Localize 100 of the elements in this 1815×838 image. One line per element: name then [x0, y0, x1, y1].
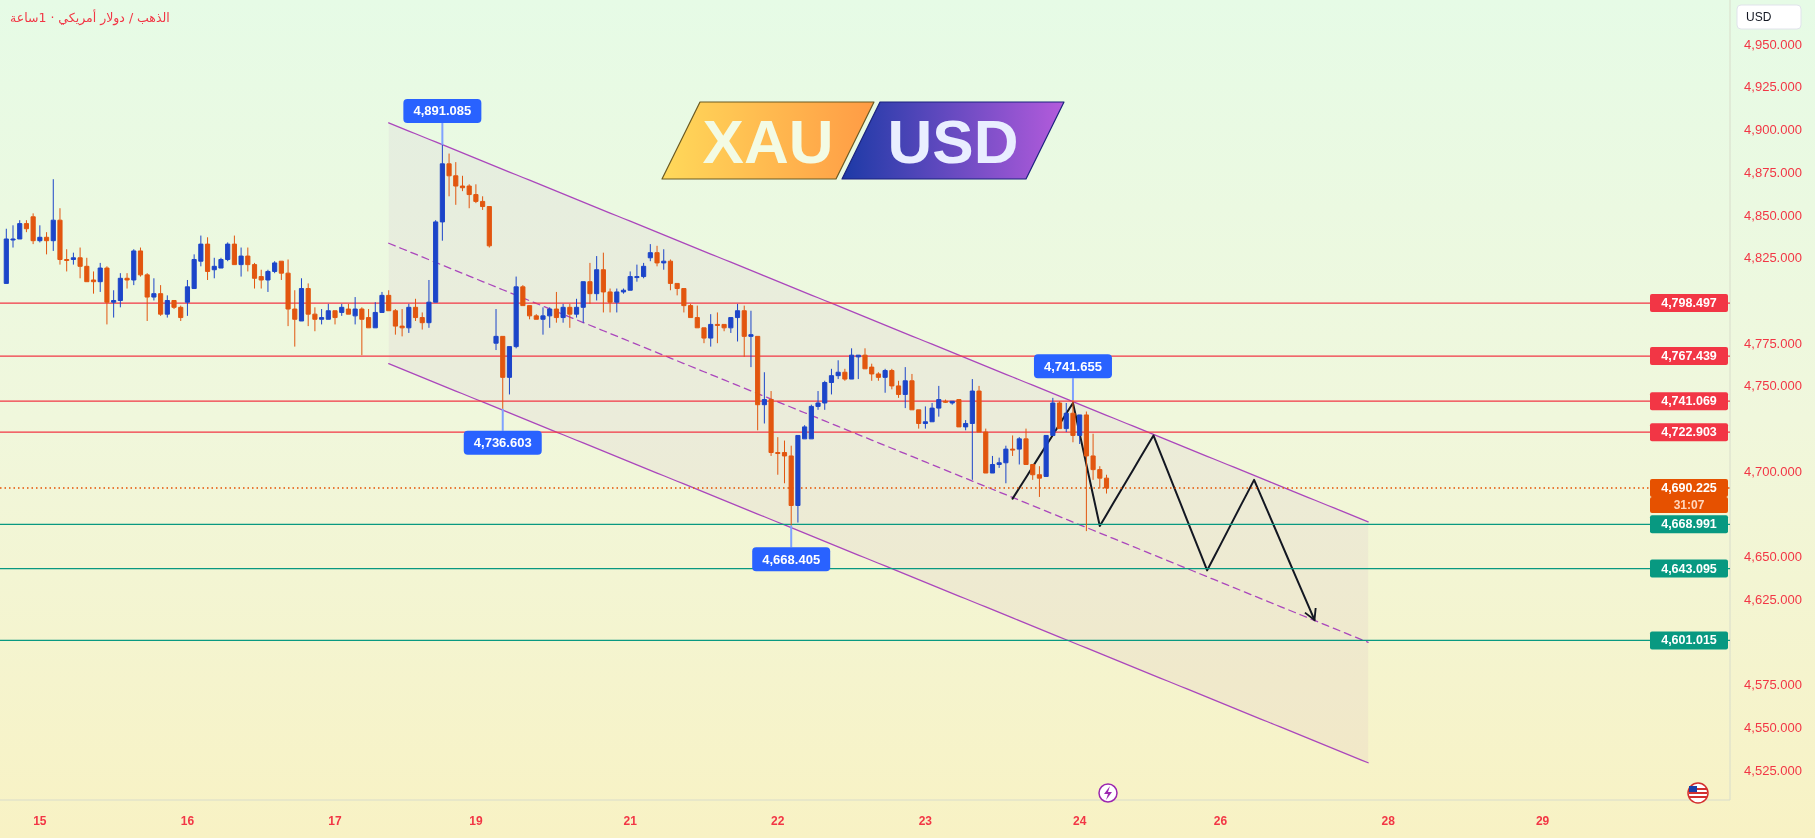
annotation: 4,736.603 — [473, 435, 532, 451]
candlestick — [298, 277, 305, 322]
candlestick — [345, 303, 352, 315]
candlestick — [339, 303, 345, 317]
ref-line-label: 4,798.497 — [1661, 296, 1717, 311]
candlestick — [325, 303, 331, 320]
candlestick — [238, 247, 244, 278]
ref-line-label: 4,741.069 — [1661, 394, 1717, 409]
annotation: 31:07 — [1673, 498, 1705, 513]
x-tick-label: 29 — [1535, 814, 1550, 828]
annotation: USD — [887, 106, 1019, 176]
x-tick-label: 23 — [918, 814, 933, 828]
candlestick — [319, 308, 325, 325]
y-tick-label: 4,900.000 — [1744, 122, 1802, 138]
ref-line-label: 4,668.991 — [1661, 517, 1717, 532]
candlestick — [755, 335, 761, 431]
candlestick — [111, 289, 117, 319]
candlestick — [419, 311, 425, 331]
candlestick — [164, 294, 170, 319]
candlestick — [661, 248, 667, 271]
y-tick-label: 4,925.000 — [1744, 79, 1802, 95]
y-tick-label: 4,650.000 — [1744, 549, 1802, 565]
candlestick — [406, 303, 412, 334]
candlestick — [37, 224, 43, 243]
y-axis-title: USD — [1746, 10, 1772, 24]
x-tick-label: 15 — [33, 814, 47, 828]
candlestick — [352, 296, 358, 325]
y-tick-label: 4,825.000 — [1744, 250, 1802, 266]
candlestick — [50, 178, 56, 252]
x-tick-label: 24 — [1072, 814, 1087, 828]
candlestick — [875, 371, 881, 382]
candlestick — [486, 206, 492, 249]
candlestick — [117, 272, 123, 308]
candlestick — [969, 378, 975, 481]
candlestick — [439, 144, 445, 242]
candlestick — [386, 289, 392, 312]
candlestick — [708, 313, 714, 348]
x-tick-label: 16 — [180, 814, 195, 828]
candlestick — [493, 308, 499, 351]
candlestick — [567, 303, 573, 329]
candlestick — [332, 310, 338, 325]
y-tick-label: 4,950.000 — [1744, 36, 1802, 52]
candlestick — [553, 291, 559, 324]
candlestick — [882, 368, 888, 394]
candlestick — [587, 262, 593, 305]
candlestick — [1010, 434, 1016, 457]
y-tick-label: 4,875.000 — [1744, 164, 1802, 180]
y-tick-label: 4,525.000 — [1744, 762, 1802, 778]
y-tick-label: 4,625.000 — [1744, 591, 1802, 607]
candlestick — [963, 419, 969, 431]
candlestick — [849, 347, 855, 380]
candlestick — [647, 243, 653, 262]
line-series — [388, 242, 1369, 643]
x-tick-label: 19 — [469, 814, 483, 828]
x-tick-label: 28 — [1381, 814, 1396, 828]
candlestick — [1056, 400, 1063, 430]
candlestick — [70, 252, 76, 266]
candlestick — [1077, 414, 1083, 445]
candlestick — [560, 303, 566, 324]
x-tick-label: 26 — [1213, 814, 1228, 828]
candlestick — [131, 248, 137, 286]
candlestick — [124, 272, 130, 290]
candlestick — [902, 366, 908, 409]
candlestick — [104, 265, 110, 325]
candlestick — [741, 305, 747, 358]
candlestick — [842, 368, 848, 382]
y-tick-label: 4,550.000 — [1744, 720, 1802, 736]
annotation: 4,891.085 — [413, 103, 472, 119]
ref-line-label: 4,690.225 — [1661, 481, 1717, 496]
candlestick — [654, 245, 660, 267]
candlestick — [1063, 402, 1069, 433]
line-series — [388, 122, 1369, 523]
candlestick — [151, 277, 157, 301]
x-tick-label: 21 — [623, 814, 638, 828]
y-tick-label: 4,850.000 — [1744, 207, 1802, 223]
annotation: 4,668.405 — [762, 551, 821, 567]
y-tick-label: 4,575.000 — [1744, 677, 1802, 693]
candlestick — [580, 281, 586, 324]
candlestick — [594, 255, 600, 301]
annotation: 4,741.655 — [1044, 358, 1102, 374]
line-series — [388, 363, 1369, 764]
candlestick — [258, 269, 264, 290]
candlestick — [97, 262, 103, 293]
y-tick-label: 4,700.000 — [1744, 463, 1802, 479]
candlestick — [204, 236, 211, 281]
candlestick — [158, 284, 164, 317]
candlestick — [942, 399, 949, 404]
candlestick — [1036, 465, 1042, 498]
candlestick — [761, 371, 767, 424]
x-tick-label: 22 — [771, 814, 785, 828]
ref-line-label: 4,722.903 — [1661, 425, 1717, 440]
candlestick — [949, 400, 955, 406]
ref-line-label: 4,601.015 — [1661, 633, 1717, 648]
ref-line-label: 4,767.439 — [1661, 349, 1717, 364]
candlestick — [855, 354, 861, 380]
x-tick-label: 17 — [328, 814, 343, 828]
candlestick — [412, 298, 419, 322]
candlestick — [43, 231, 50, 255]
y-tick-label: 4,750.000 — [1744, 378, 1802, 394]
text: الذهب / دولار أمريكي · 1ساعة — [10, 8, 170, 26]
